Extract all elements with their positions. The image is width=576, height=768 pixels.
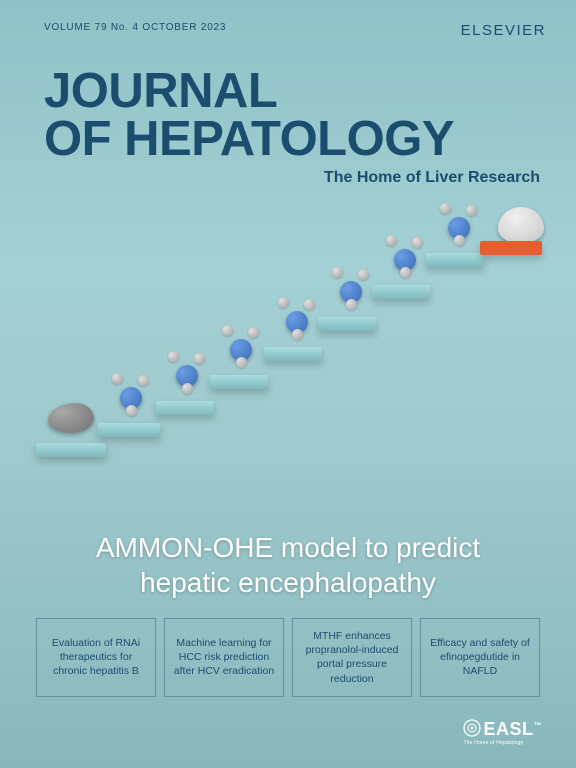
article-box: Machine learning for HCC risk prediction… [164,618,284,697]
volume-info: VOLUME 79 No. 4 OCTOBER 2023 [44,22,226,33]
trademark-symbol: ™ [534,721,543,730]
step [36,443,106,457]
article-box: Evaluation of RNAi therapeutics for chro… [36,618,156,697]
step [156,401,214,415]
easl-icon [463,719,481,737]
title-line-1: JOURNAL [44,64,277,118]
step [264,347,322,361]
article-boxes: Evaluation of RNAi therapeutics for chro… [36,618,540,697]
title-block: JOURNAL OF HEPATOLOGY The Home of Liver … [0,39,576,187]
main-headline: AMMON-OHE model to predict hepatic encep… [0,530,576,600]
society-logo: EASL™ The Home of Hepatology [463,719,542,746]
step [318,317,376,331]
headline-line-1: AMMON-OHE model to predict [96,532,480,563]
liver-icon [48,403,94,433]
journal-subtitle: The Home of Liver Research [44,169,576,187]
publisher-name: ELSEVIER [461,22,546,39]
article-box: Efficacy and safety of efinopegdutide in… [420,618,540,697]
step [372,285,430,299]
article-box: MTHF enhances propranolol-induced portal… [292,618,412,697]
society-name: EASL [483,719,533,739]
step [426,253,484,267]
step [210,375,268,389]
title-line-2: OF HEPATOLOGY [44,112,454,166]
brain-icon [498,207,544,243]
journal-title: JOURNAL OF HEPATOLOGY [44,67,576,163]
society-tagline: The Home of Hepatology [463,740,542,746]
step-top [480,241,542,255]
step [98,423,160,437]
header: VOLUME 79 No. 4 OCTOBER 2023 ELSEVIER [0,0,576,39]
cover-illustration [0,225,576,505]
headline-line-2: hepatic encephalopathy [140,567,436,598]
